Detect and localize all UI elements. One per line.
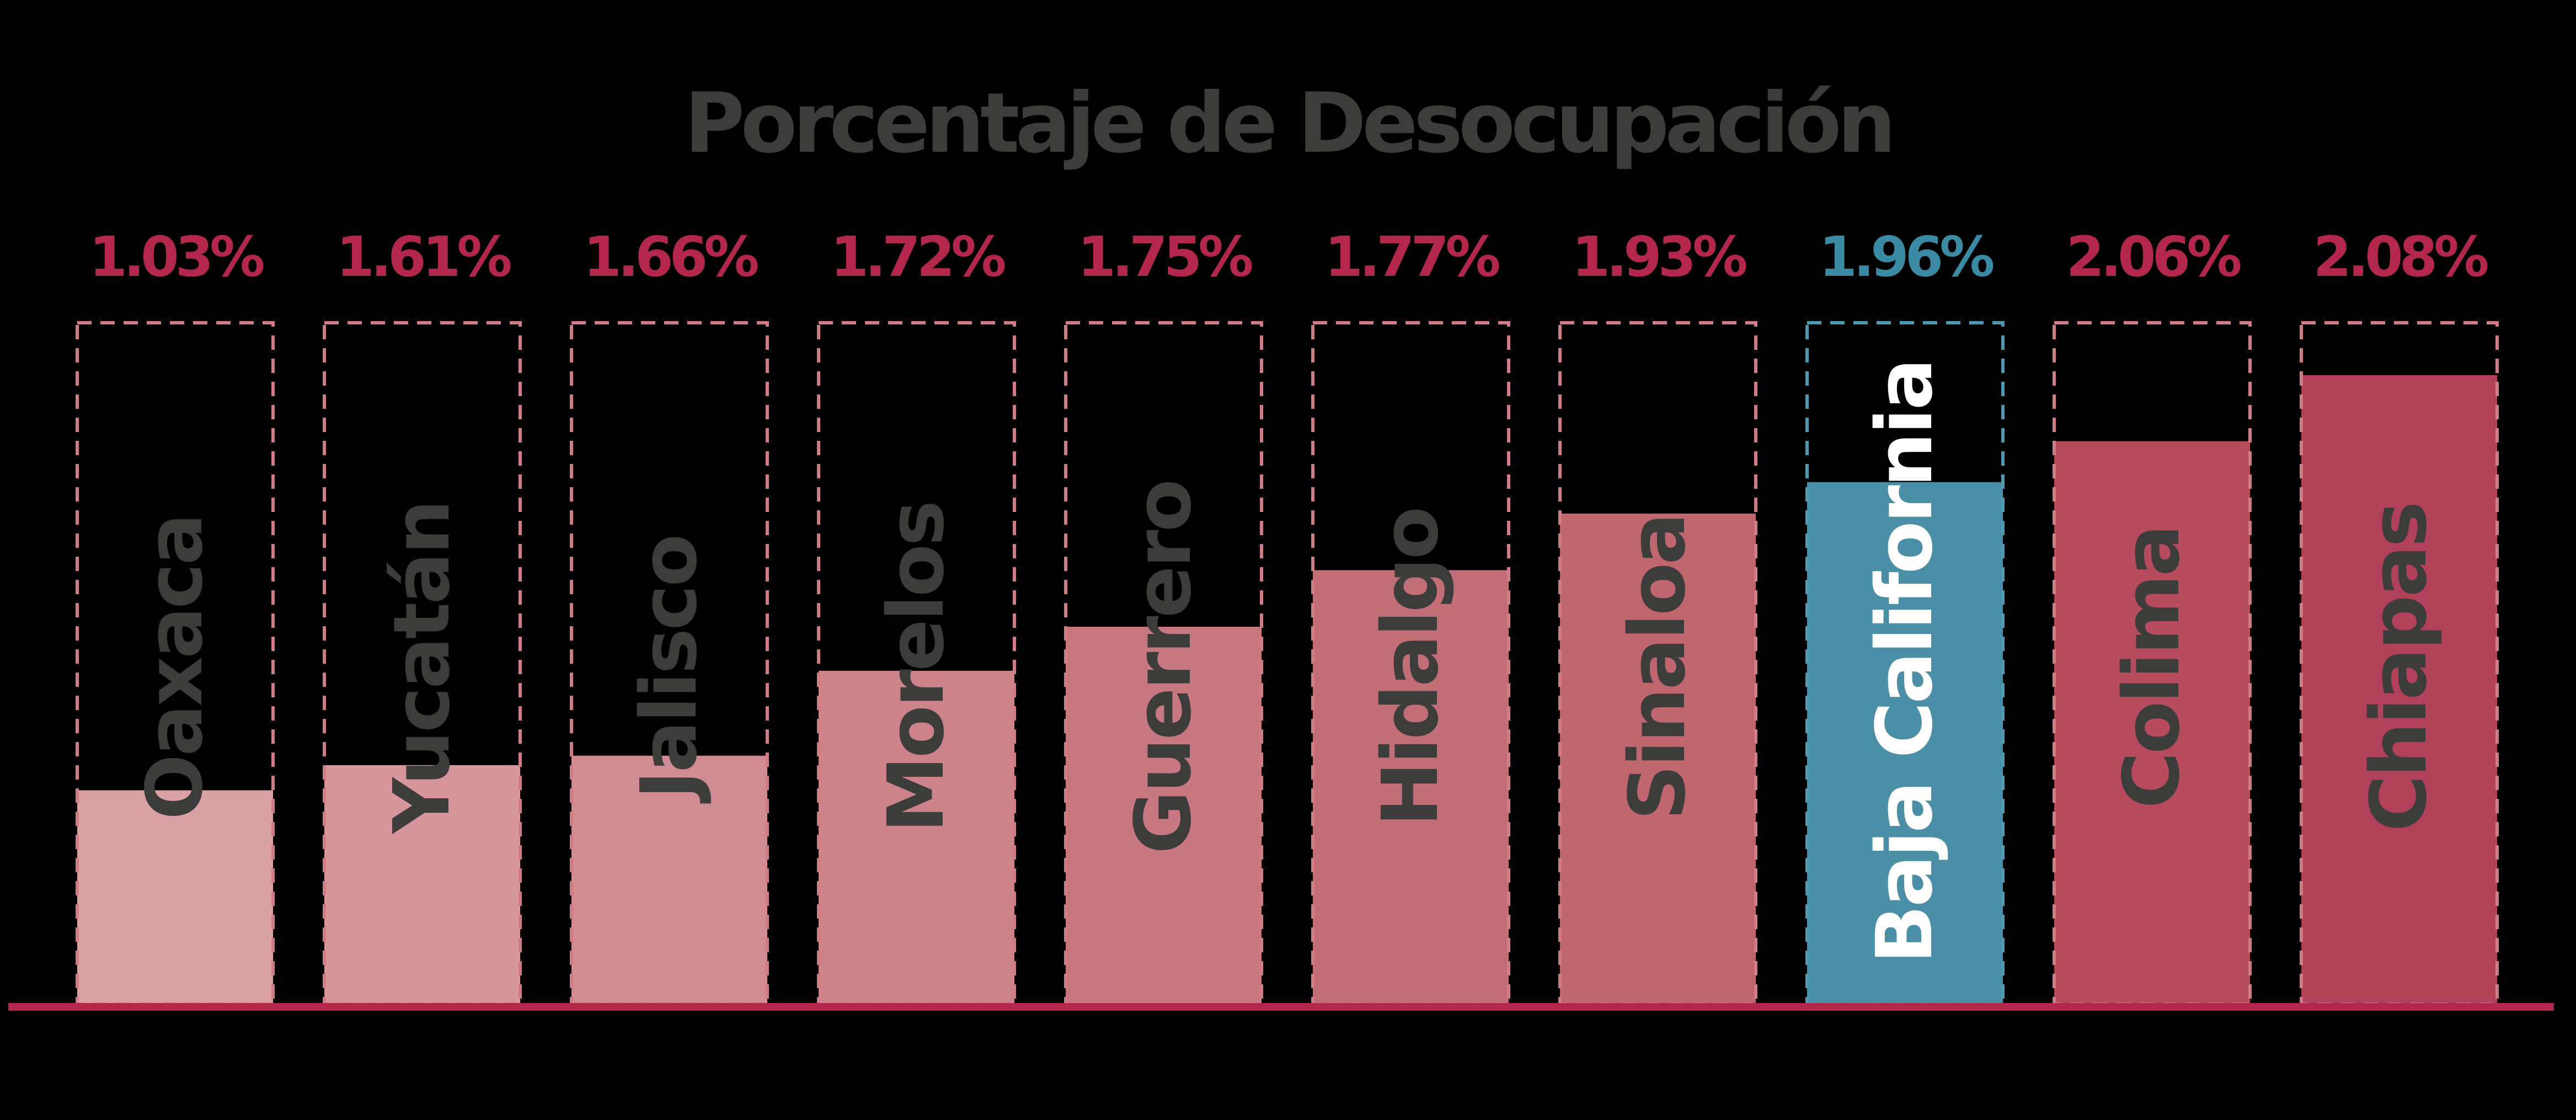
category-label-baja-california: Baja California — [1860, 360, 1950, 964]
category-label-jalisco: Jalisco — [624, 536, 714, 803]
value-label-baja-california: 1.96% — [1819, 225, 1994, 289]
bar-group-morelos: 1.72% Morelos — [817, 225, 1016, 1006]
bar-group-sinaloa: 1.93% Sinaloa — [1558, 225, 1757, 1006]
chart-title: Porcentaje de Desocupación — [684, 76, 1891, 172]
bar-morelos — [819, 670, 1014, 1004]
value-label-oaxaca: 1.03% — [89, 225, 264, 289]
bar-oaxaca — [77, 790, 273, 1004]
value-label-yucatan: 1.61% — [336, 225, 511, 289]
bar-chiapas — [2301, 375, 2497, 1004]
bar-guerrero — [1066, 627, 1262, 1004]
value-label-sinaloa: 1.93% — [1572, 225, 1747, 289]
value-label-guerrero: 1.75% — [1078, 225, 1253, 289]
bar-group-baja-california: 1.96% Baja California — [1805, 225, 2005, 1006]
bar-sinaloa — [1560, 513, 1756, 1004]
bar-group-oaxaca: 1.03% Oaxaca — [76, 225, 275, 1006]
bar-jalisco — [571, 755, 767, 1004]
bar-group-hidalgo: 1.77% Hidalgo — [1311, 225, 1510, 1006]
bar-group-jalisco: 1.66% Jalisco — [570, 225, 769, 1006]
bar-group-guerrero: 1.75% Guerrero — [1064, 225, 1263, 1006]
value-label-jalisco: 1.66% — [584, 225, 758, 289]
bar-group-colima: 2.06% Colima — [2053, 225, 2252, 1006]
value-label-hidalgo: 1.77% — [1325, 225, 1500, 289]
bar-group-yucatan: 1.61% Yucatán — [323, 225, 522, 1006]
value-label-colima: 2.06% — [2066, 225, 2241, 289]
category-label-sinaloa: Sinaloa — [1613, 515, 1703, 820]
bar-colima — [2054, 441, 2250, 1004]
category-label-chiapas: Chiapas — [2354, 504, 2444, 832]
category-label-morelos: Morelos — [872, 503, 961, 833]
category-label-colima: Colima — [2107, 526, 2197, 808]
bar-group-chiapas: 2.08% Chiapas — [2300, 225, 2499, 1006]
bar-yucatan — [324, 765, 520, 1004]
category-label-oaxaca: Oaxaca — [130, 515, 220, 820]
category-label-yucatan: Yucatán — [377, 502, 467, 834]
bar-hidalgo — [1313, 570, 1509, 1004]
value-label-chiapas: 2.08% — [2313, 225, 2488, 289]
bars: 1.03% Oaxaca 1.61% Yucatán 1.66% Jalisco 1.72%… — [76, 225, 2499, 1006]
bar-baja-california — [1807, 482, 2003, 1004]
category-label-guerrero: Guerrero — [1119, 481, 1209, 854]
value-label-morelos: 1.72% — [831, 225, 1006, 289]
category-label-hidalgo: Hidalgo — [1366, 509, 1456, 826]
